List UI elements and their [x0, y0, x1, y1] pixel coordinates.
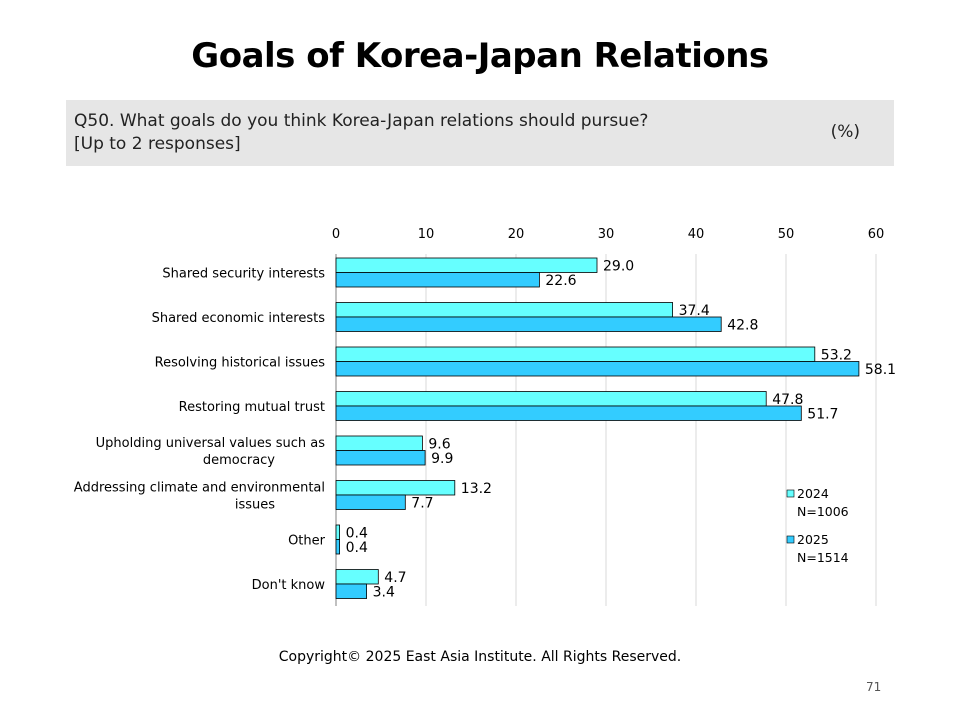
bar-2024: [335, 346, 816, 362]
value-label-2024: 0.4: [346, 526, 368, 542]
category-label-line: Addressing climate and environmental: [74, 481, 325, 496]
category-label-line: Resolving historical issues: [155, 356, 326, 371]
value-label-2025: 42.8: [727, 318, 758, 334]
category-label-line: Shared security interests: [162, 267, 325, 282]
category-label-line: Other: [288, 534, 326, 549]
legend-sample-2024: N=1006: [797, 504, 849, 519]
category-label: Addressing climate and environmental issu…: [74, 481, 325, 513]
bar-chart: 0 10 20 30 40 50 60 Shared security interests 29…: [74, 227, 896, 606]
bar-2025: [335, 361, 860, 377]
value-label-2025: 7.7: [411, 496, 433, 512]
bar-2025: [335, 272, 540, 288]
x-tick-label: 10: [418, 227, 435, 242]
x-tick-label: 40: [688, 227, 705, 242]
bar-2024: [335, 480, 456, 496]
x-tick-label: 20: [508, 227, 525, 242]
x-tick-label: 50: [778, 227, 795, 242]
value-label-2024: 4.7: [384, 570, 406, 586]
value-label-2025: 3.4: [373, 585, 395, 601]
bar-2025: [335, 316, 722, 332]
category-label: Shared security interests: [162, 267, 325, 282]
value-label-2025: 0.4: [346, 540, 368, 556]
category-label-line: issues: [235, 498, 275, 513]
value-label-2024: 53.2: [821, 348, 852, 364]
page-number: 71: [866, 680, 882, 694]
bar-2025: [335, 405, 802, 421]
legend-label-2024: 2024: [797, 486, 829, 501]
category-label: Shared economic interests: [152, 311, 326, 326]
value-label-2024: 47.8: [772, 392, 803, 408]
category-label-line: Upholding universal values such as: [96, 436, 326, 451]
x-tick-label: 60: [868, 227, 885, 242]
copyright-text: Copyright© 2025 East Asia Institute. All…: [278, 649, 682, 665]
value-label-2025: 22.6: [545, 273, 576, 289]
bar-2025: [335, 583, 368, 599]
category-label: Restoring mutual trust: [179, 400, 325, 415]
value-label-2024: 29.0: [603, 259, 634, 275]
question-text: Q50. What goals do you think Korea-Japan…: [74, 110, 648, 156]
category-label-line: Restoring mutual trust: [179, 400, 325, 415]
bar-2024: [335, 302, 674, 318]
question-box: Q50. What goals do you think Korea-Japan…: [66, 100, 894, 166]
value-label-2024: 37.4: [679, 303, 710, 319]
x-tick-label: 30: [598, 227, 615, 242]
bar-2025: [335, 450, 426, 466]
bar-2025: [335, 539, 340, 555]
value-label-2025: 58.1: [865, 362, 896, 378]
value-label-2025: 9.9: [431, 451, 453, 467]
bar-2024: [335, 524, 340, 540]
category-label-line: democracy: [203, 453, 275, 468]
category-label: Resolving historical issues: [155, 356, 326, 371]
category-label: Other: [288, 534, 326, 549]
page-title: Goals of Korea-Japan Relations: [191, 36, 769, 76]
bar-2025: [335, 494, 406, 510]
question-note: [Up to 2 responses]: [74, 134, 241, 154]
unit-label: (%): [830, 122, 860, 142]
bar-2024: [335, 257, 598, 273]
category-label: Upholding universal values such as democr…: [96, 436, 326, 468]
bar-2024: [335, 435, 423, 451]
legend-swatch-2025: [786, 535, 795, 544]
value-label-2024: 9.6: [428, 437, 450, 453]
legend-sample-2025: N=1514: [797, 550, 849, 565]
x-tick-label: 0: [332, 227, 340, 242]
value-label-2025: 51.7: [807, 407, 838, 423]
category-label: Don't know: [252, 578, 326, 593]
legend-swatch-2024: [786, 489, 795, 498]
category-label-line: Shared economic interests: [152, 311, 326, 326]
value-label-2024: 13.2: [461, 481, 492, 497]
legend-label-2025: 2025: [797, 532, 829, 547]
category-label-line: Don't know: [252, 578, 326, 593]
bar-2024: [335, 569, 379, 585]
bar-2024: [335, 391, 767, 407]
question-line: Q50. What goals do you think Korea-Japan…: [74, 111, 649, 131]
